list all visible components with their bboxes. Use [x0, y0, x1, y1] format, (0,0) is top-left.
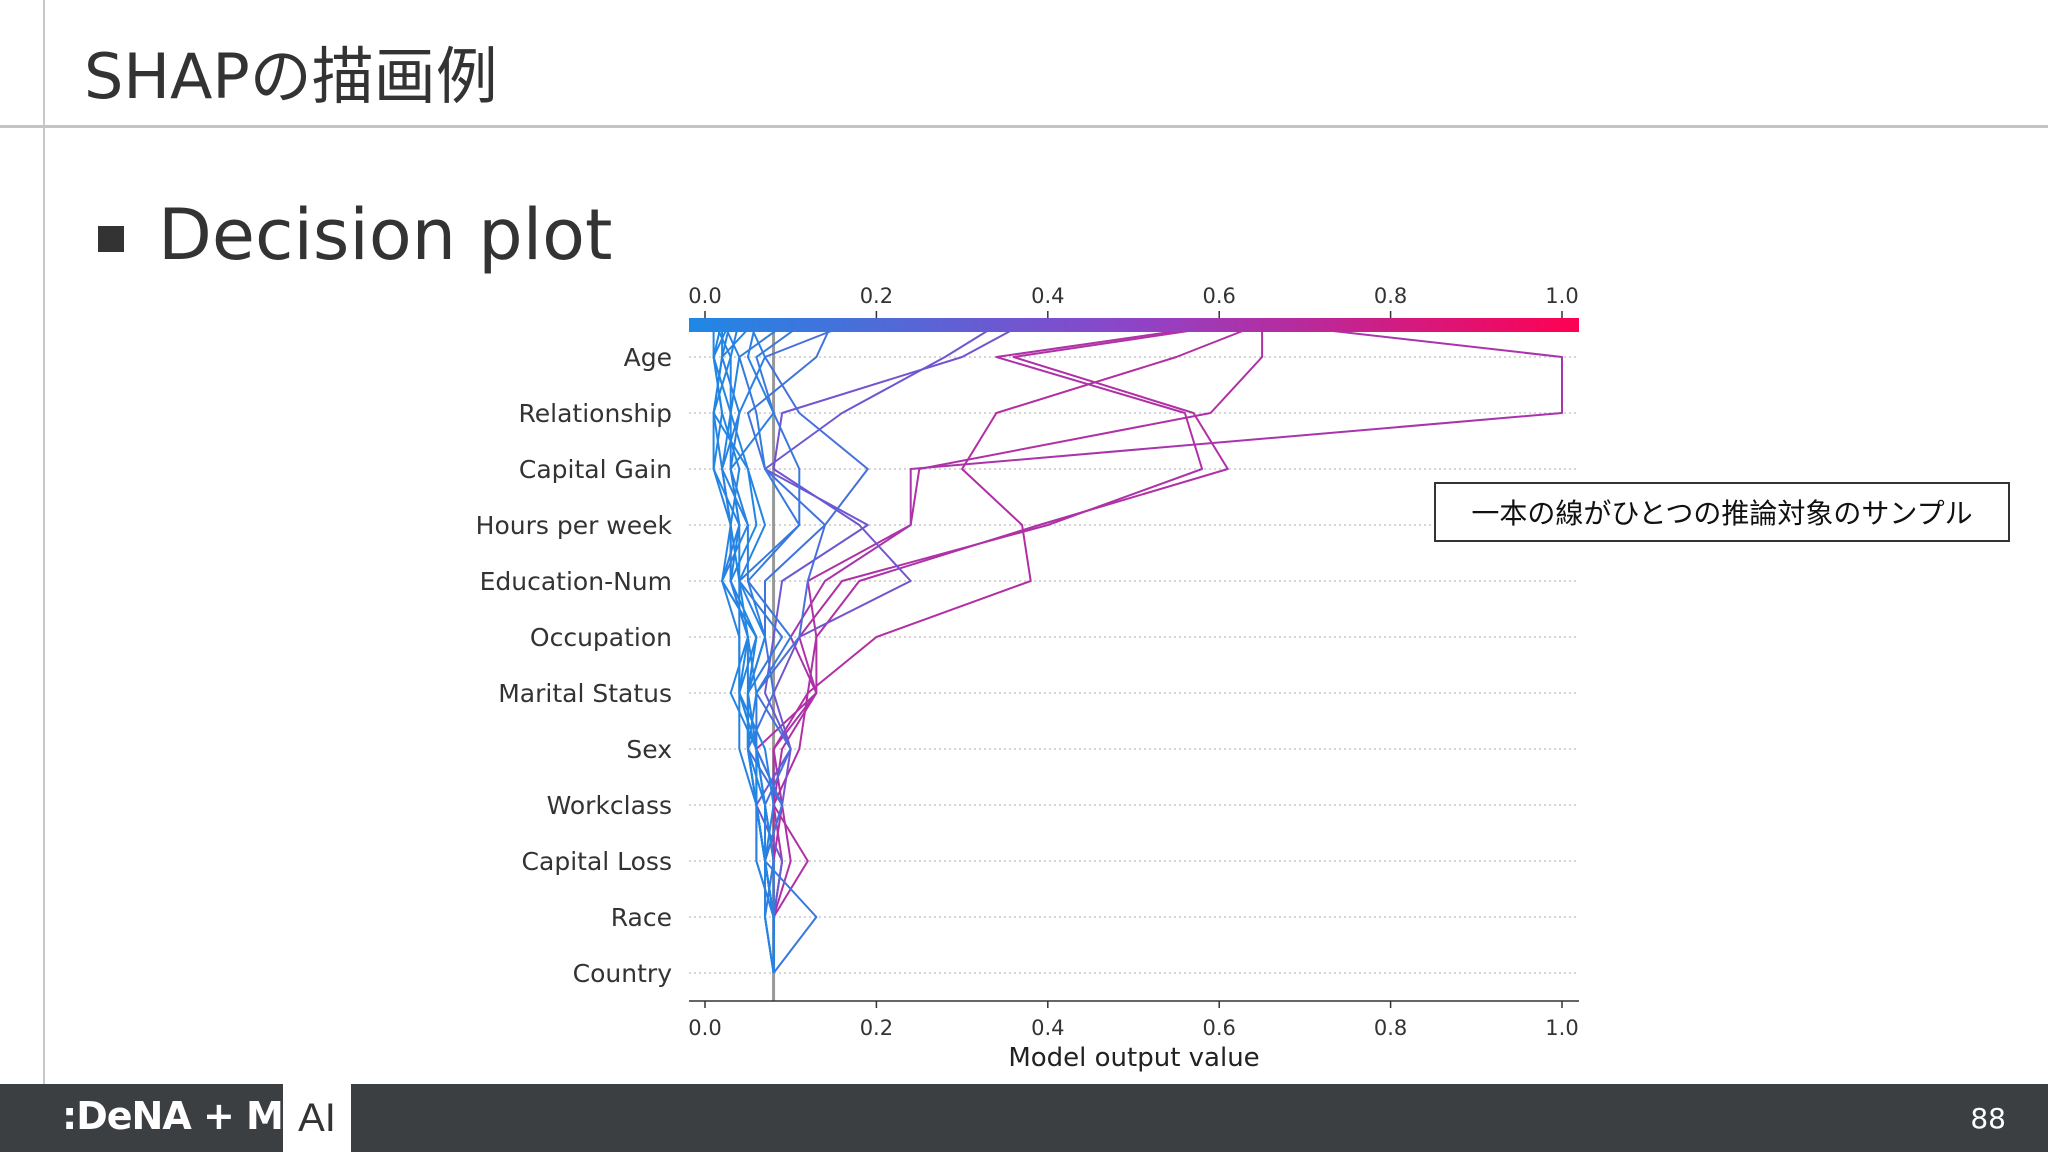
sample-lines	[712, 319, 1563, 974]
x-tick-label-top: 1.0	[1545, 284, 1578, 308]
title-divider	[0, 125, 2048, 128]
feature-label: Relationship	[519, 399, 672, 428]
feature-label: Race	[611, 903, 672, 932]
x-tick-label-bottom: 0.8	[1374, 1016, 1407, 1040]
x-tick-label-bottom: 0.0	[688, 1016, 721, 1040]
x-axis-title: Model output value	[1008, 1043, 1259, 1073]
page-number: 88	[1970, 1102, 2006, 1135]
x-tick-label-top: 0.8	[1374, 284, 1407, 308]
grid-lines	[689, 356, 1579, 974]
footer-ai-label: AI	[298, 1095, 336, 1140]
x-tick-label-top: 0.6	[1202, 284, 1235, 308]
bullet-text: Decision plot	[158, 194, 613, 276]
feature-label: Workclass	[547, 791, 672, 820]
axis-labels: Age Relationship Capital Gain Hours per wee…	[476, 284, 1579, 1040]
footer-ai-badge	[283, 1084, 351, 1152]
slide-title: SHAPの描画例	[84, 40, 498, 113]
feature-label: Hours per week	[476, 511, 673, 540]
sample-line	[721, 319, 775, 973]
feature-label: Education-Num	[480, 567, 672, 596]
feature-label: Capital Loss	[522, 847, 672, 876]
feature-label: Occupation	[530, 623, 672, 652]
sample-line	[772, 319, 1563, 973]
x-tick-label-top: 0.4	[1031, 284, 1064, 308]
x-tick-label-top: 0.2	[860, 284, 893, 308]
left-margin-rule	[43, 0, 45, 1084]
feature-label: Age	[624, 343, 672, 372]
feature-label: Country	[573, 959, 673, 988]
colorbar	[689, 318, 1579, 332]
feature-label: Sex	[626, 735, 672, 764]
sample-line	[712, 319, 775, 973]
x-tick-label-top: 0.0	[688, 284, 721, 308]
sample-line	[772, 320, 1264, 973]
feature-label: Capital Gain	[519, 455, 672, 484]
x-tick-label-bottom: 0.6	[1202, 1016, 1235, 1040]
annotation-callout: 一本の線がひとつの推論対象のサンプル	[1434, 482, 2010, 542]
sample-line	[755, 319, 1006, 973]
sample-line	[755, 319, 1254, 973]
bullet-marker	[98, 226, 124, 252]
x-tick-label-bottom: 1.0	[1545, 1016, 1578, 1040]
feature-label: Marital Status	[498, 679, 672, 708]
x-tick-label-bottom: 0.4	[1031, 1016, 1064, 1040]
x-tick-label-bottom: 0.2	[860, 1016, 893, 1040]
